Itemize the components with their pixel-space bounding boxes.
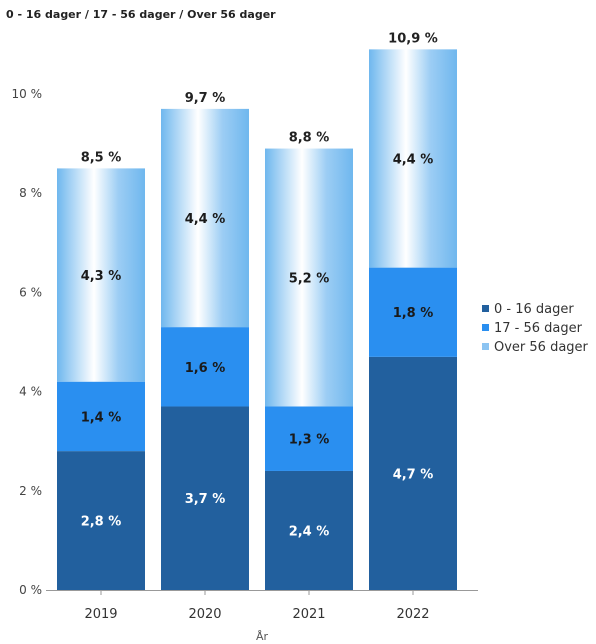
bar-segment-2: [57, 381, 145, 452]
legend-item: 0 - 16 dager: [482, 302, 574, 317]
legend-swatch: [482, 343, 489, 350]
bar-segment-1: [57, 451, 145, 590]
legend-swatch: [482, 305, 489, 312]
legend-label: 0 - 16 dager: [494, 302, 574, 317]
bar-segment-1: [265, 470, 353, 590]
data-label: 4,7 %: [393, 467, 434, 482]
data-label: 4,4 %: [185, 212, 226, 227]
bar-group-2020: 3,7 % 1,6 % 4,4 % 9,7 %: [161, 91, 249, 590]
x-tick-label: 2022: [396, 607, 429, 622]
data-label: 2,8 %: [81, 515, 122, 530]
x-tick-label: 2021: [292, 607, 325, 622]
x-axis-title: År: [256, 630, 269, 643]
x-tick-label: 2019: [84, 607, 117, 622]
bar-group-2022: 4,7 % 1,8 % 4,4 % 10,9 %: [369, 31, 457, 590]
bar-group-2019: 2,8 % 1,4 % 4,3 % 8,5 %: [57, 150, 145, 590]
data-label: 1,6 %: [185, 361, 226, 376]
bar-segment-3: [369, 49, 457, 268]
data-label: 4,3 %: [81, 269, 122, 284]
bar-segment-3: [161, 108, 249, 328]
data-label: 1,3 %: [289, 433, 330, 448]
bar-segment-1: [161, 406, 249, 590]
total-label: 10,9 %: [388, 31, 438, 46]
bar-segment-1: [369, 356, 457, 590]
data-label: 4,4 %: [393, 152, 434, 167]
data-label: 1,4 %: [81, 410, 122, 425]
y-tick-label: 4 %: [19, 385, 42, 399]
data-label: 1,8 %: [393, 306, 434, 321]
y-tick-label: 8 %: [19, 186, 42, 200]
bar-segment-2: [369, 267, 457, 357]
data-label: 2,4 %: [289, 524, 330, 539]
y-tick-label: 0 %: [19, 583, 42, 597]
legend-label: Over 56 dager: [494, 340, 589, 355]
x-tick-label: 2020: [188, 607, 221, 622]
total-label: 8,5 %: [81, 150, 122, 165]
data-label: 3,7 %: [185, 492, 226, 507]
legend-label: 17 - 56 dager: [494, 321, 583, 336]
legend-item: Over 56 dager: [482, 340, 589, 355]
y-tick-label: 6 %: [19, 285, 42, 299]
bar-segment-2: [265, 406, 353, 471]
total-label: 9,7 %: [185, 91, 226, 106]
y-tick-label: 10 %: [12, 87, 43, 101]
legend-item: 17 - 56 dager: [482, 321, 583, 336]
bar-segment-2: [161, 327, 249, 407]
bar-segment-3: [57, 168, 145, 382]
y-tick-label: 2 %: [19, 484, 42, 498]
bar-group-2021: 2,4 % 1,3 % 5,2 % 8,8 %: [265, 131, 353, 590]
total-label: 8,8 %: [289, 131, 330, 146]
chart-title: 0 - 16 dager / 17 - 56 dager / Over 56 d…: [6, 8, 276, 21]
legend-swatch: [482, 324, 489, 331]
bar-segment-3: [265, 148, 353, 407]
data-label: 5,2 %: [289, 272, 330, 287]
